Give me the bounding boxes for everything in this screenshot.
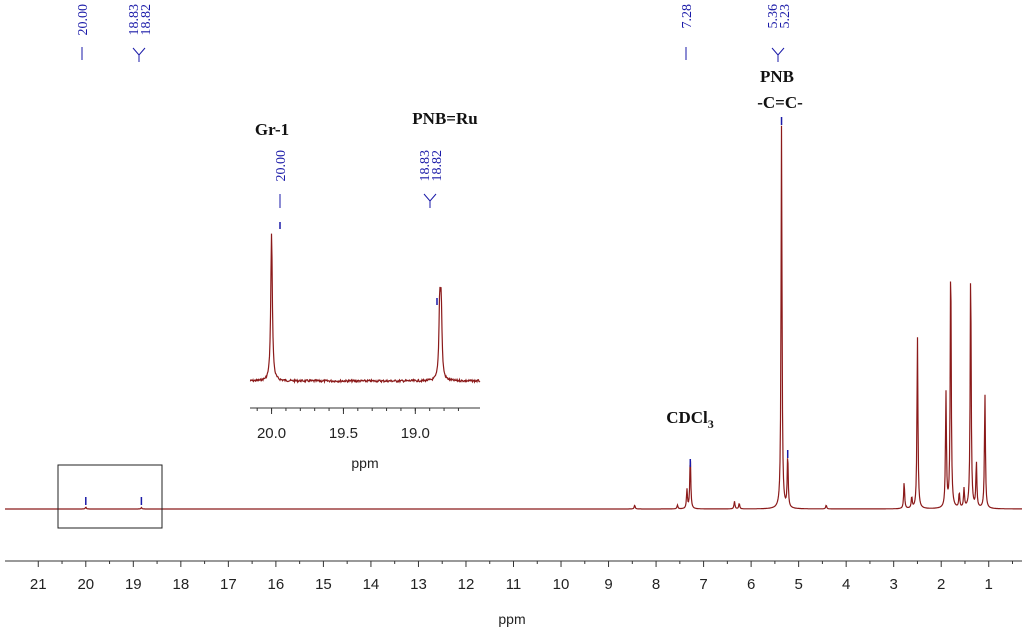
main-x-tick-label: 6 <box>747 576 755 593</box>
solvent-label-main: CDCl <box>666 408 708 427</box>
inset-peak-label: 20.00 <box>274 150 289 182</box>
main-peak-label: 7.28 <box>680 4 695 29</box>
main-x-tick-label: 13 <box>410 576 427 593</box>
main-peak-bracket <box>132 47 146 62</box>
zoom-region-box <box>57 464 163 529</box>
main-x-tick-label: 1 <box>985 576 993 593</box>
main-x-ticks: 21 20 19 18 17 16 15 14 13 12 11 10 9 8 7 6 5 4 3 2 1 <box>30 561 1013 593</box>
main-plot: 21 20 19 18 17 16 15 14 13 12 11 10 9 8 7 6 5 4 3 2 1 ppm 20… <box>5 4 1022 627</box>
main-x-tick-label: 10 <box>553 576 570 593</box>
pnb-double-bond-label: -C=C- <box>757 93 803 112</box>
main-x-tick-label: 19 <box>125 576 142 593</box>
main-x-tick-label: 17 <box>220 576 237 593</box>
main-peak-bracket <box>771 47 785 62</box>
main-peak-label: 5.36 <box>766 4 781 29</box>
main-spectrum-trace <box>5 125 1022 510</box>
main-x-tick-label: 4 <box>842 576 850 593</box>
inset-spectrum-trace <box>249 233 481 385</box>
solvent-label: CDCl3 <box>666 408 714 431</box>
main-x-tick-label: 7 <box>699 576 707 593</box>
main-x-axis-title: ppm <box>498 611 525 627</box>
main-peak-label: 5.23 <box>778 4 793 29</box>
inset-x-tick-label: 20.0 <box>257 425 286 442</box>
inset-x-tick-label: 19.0 <box>401 425 430 442</box>
inset-x-tick-label: 19.5 <box>329 425 358 442</box>
inset-x-axis-title: ppm <box>351 455 378 471</box>
solvent-label-subscript: 3 <box>708 417 714 431</box>
main-peak-label: 18.82 <box>139 4 154 36</box>
pnb-label: PNB <box>760 67 794 86</box>
main-x-tick-label: 8 <box>652 576 660 593</box>
main-x-tick-label: 5 <box>794 576 802 593</box>
main-x-tick-label: 2 <box>937 576 945 593</box>
main-x-tick-label: 18 <box>172 576 189 593</box>
gr1-label: Gr-1 <box>255 120 289 139</box>
main-peak-label: 18.83 <box>127 4 142 36</box>
main-x-tick-label: 16 <box>268 576 285 593</box>
main-x-tick-label: 20 <box>77 576 94 593</box>
main-x-tick-label: 11 <box>506 576 522 593</box>
main-x-tick-label: 14 <box>363 576 380 593</box>
main-peak-label: 20.00 <box>76 4 91 36</box>
inset-peak-label: 18.82 <box>430 150 445 182</box>
main-x-tick-label: 15 <box>315 576 332 593</box>
main-x-tick-label: 9 <box>604 576 612 593</box>
inset-peak-label: 18.83 <box>418 150 433 182</box>
inset-peak-bracket <box>423 193 437 208</box>
main-x-tick-label: 21 <box>30 576 47 593</box>
main-x-tick-label: 12 <box>458 576 475 593</box>
inset-x-ticks: 20.0 19.5 19.0 <box>256 408 459 442</box>
main-x-tick-label: 3 <box>890 576 898 593</box>
pnb-ru-label: PNB=Ru <box>412 109 477 128</box>
